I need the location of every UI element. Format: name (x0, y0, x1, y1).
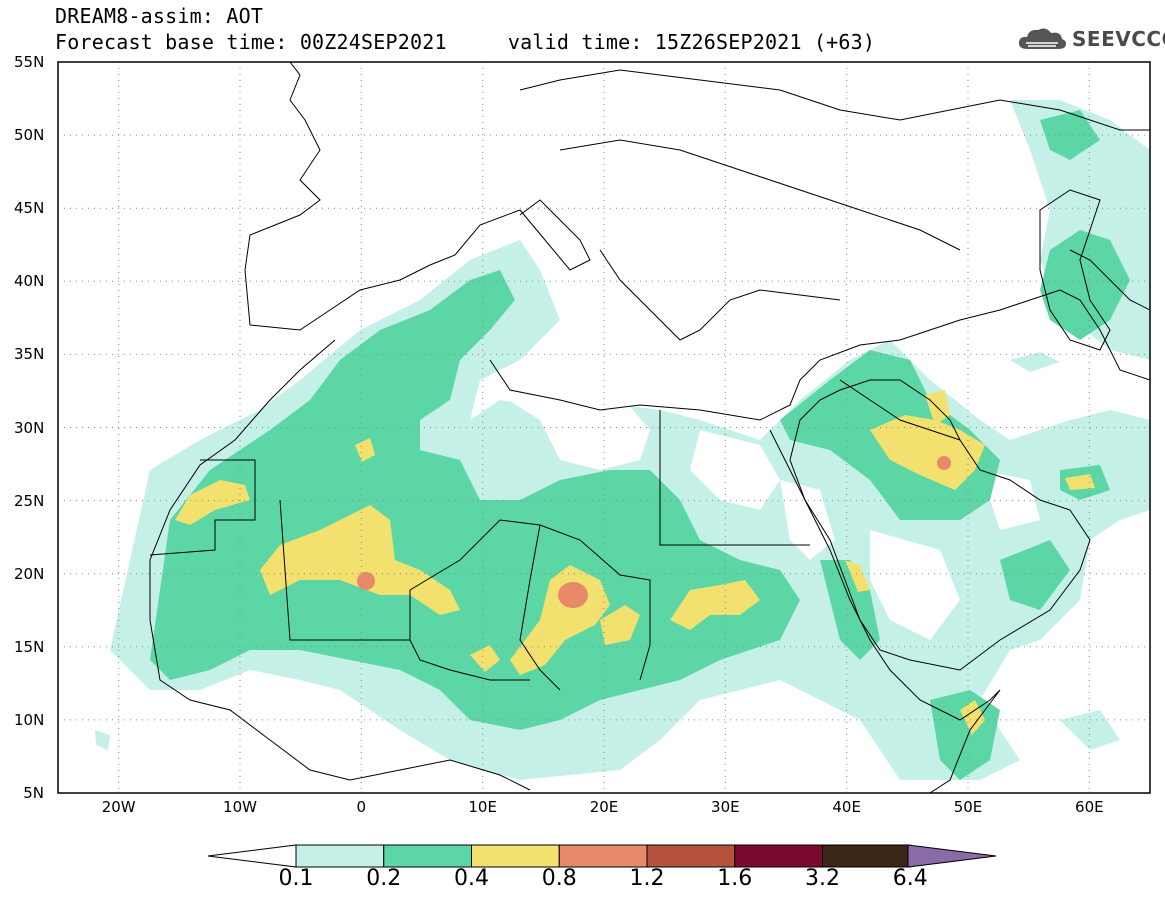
forecast-time-subtitle: Forecast base time: 00Z24SEP2021 valid t… (55, 30, 876, 54)
colorbar-swatch (734, 844, 823, 868)
lon-tick-label: 20E (589, 798, 619, 816)
map-frame (57, 61, 1151, 794)
lon-tick-label: 60E (1075, 798, 1104, 816)
lon-tick-label: 20W (101, 798, 136, 816)
colorbar-level-label: 3.2 (805, 866, 840, 891)
lon-tick-label: 30E (711, 798, 740, 816)
lon-tick-label: 40E (832, 798, 861, 816)
colorbar-swatch (295, 844, 385, 868)
lat-tick-label: 55N (14, 53, 45, 71)
colorbar-level-label: 0.4 (454, 866, 489, 891)
colorbar-level-label: 0.1 (278, 866, 314, 891)
aot-level-0.8 (357, 456, 951, 608)
lat-tick-label: 10N (14, 710, 45, 729)
lat-tick-label: 25N (14, 491, 45, 510)
lat-tick-label: 45N (14, 199, 45, 218)
lon-tick-label: 50E (953, 798, 983, 816)
lat-tick-label: 50N (14, 126, 45, 145)
map-title: DREAM8-assim: AOT (55, 4, 264, 28)
aot-fields (95, 100, 1150, 780)
colorbar-level-label: 6.4 (892, 866, 928, 891)
colorbar-level-label: 1.6 (717, 866, 753, 891)
lat-tick-label: 35N (14, 345, 45, 364)
colorbar (207, 844, 997, 868)
colorbar-swatch (646, 844, 736, 868)
lat-tick-label: 30N (14, 418, 45, 437)
coastlines-and-borders (149, 62, 1150, 793)
colorbar-level-label: 0.8 (541, 866, 577, 891)
lat-tick-label: 5N (23, 784, 44, 802)
colorbar-swatch (558, 844, 648, 868)
colorbar-max-arrow (907, 844, 997, 868)
colorbar-boxes (295, 844, 911, 868)
colorbar-level-label: 1.2 (629, 866, 665, 891)
seevccc-logo: SEEVCCC (1016, 22, 1165, 56)
colorbar-swatch (471, 844, 560, 868)
colorbar-swatch (822, 844, 911, 868)
lat-tick-label: 40N (14, 272, 45, 291)
colorbar-min-arrow (207, 844, 297, 868)
lat-tick-label: 15N (14, 637, 45, 656)
colorbar-level-label: 0.2 (366, 866, 402, 891)
lon-tick-label: 10E (468, 798, 497, 816)
colorbar-swatch (383, 844, 472, 868)
logo-text: SEEVCCC (1072, 27, 1165, 51)
lon-tick-label: 0 (356, 798, 367, 816)
lat-tick-label: 20N (14, 564, 45, 583)
lon-tick-label: 10W (223, 798, 257, 816)
graticule (58, 62, 1150, 793)
cloud-icon (1018, 28, 1066, 49)
